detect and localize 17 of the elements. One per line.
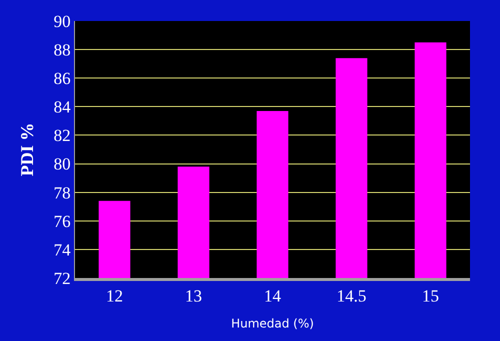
y-tick-label: 88	[54, 40, 71, 60]
y-tick-label: 72	[54, 268, 71, 288]
y-axis-title: PDI %	[16, 122, 37, 176]
x-tick-label: 14.5	[336, 286, 366, 306]
y-tick-label: 74	[54, 240, 72, 260]
y-tick-label: 80	[54, 154, 71, 174]
x-tick-label: 14	[264, 286, 282, 306]
y-tick-label: 76	[54, 212, 71, 231]
x-tick-label: 12	[106, 286, 123, 306]
y-tick-label: 86	[54, 69, 71, 88]
y-tick-label: 90	[54, 12, 71, 31]
y-tick-label: 84	[54, 98, 72, 117]
x-tick-label: 15	[422, 286, 439, 306]
y-tick-label: 82	[54, 126, 71, 146]
x-axis-title: Humedad (%)	[231, 316, 314, 330]
y-tick-label: 78	[54, 183, 71, 202]
x-tick-label: 13	[185, 286, 202, 306]
